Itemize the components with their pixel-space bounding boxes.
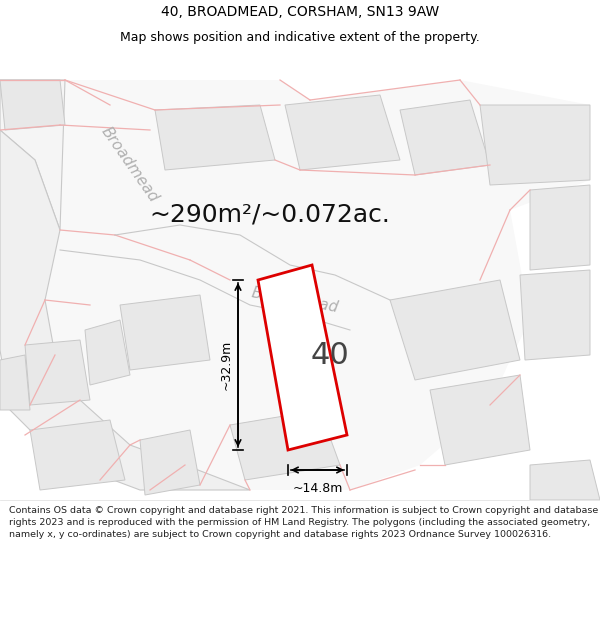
Polygon shape [120,295,210,370]
Polygon shape [0,80,65,230]
Polygon shape [0,355,30,410]
Polygon shape [285,95,400,170]
Text: Map shows position and indicative extent of the property.: Map shows position and indicative extent… [120,31,480,44]
Polygon shape [530,460,600,500]
Text: ~32.9m: ~32.9m [220,340,233,390]
Polygon shape [85,320,130,385]
Polygon shape [230,410,340,480]
Polygon shape [480,105,590,185]
Polygon shape [530,185,590,270]
Polygon shape [0,130,250,490]
Polygon shape [258,265,347,450]
Polygon shape [140,430,200,495]
Polygon shape [30,420,125,490]
Text: ~290m²/~0.072ac.: ~290m²/~0.072ac. [149,203,391,227]
Text: 40: 40 [311,341,349,369]
Text: Broadmead: Broadmead [250,285,340,315]
Polygon shape [400,100,490,175]
Polygon shape [0,80,65,130]
Polygon shape [25,340,90,405]
Polygon shape [520,270,590,360]
Polygon shape [155,105,275,170]
Polygon shape [390,280,520,380]
Text: 40, BROADMEAD, CORSHAM, SN13 9AW: 40, BROADMEAD, CORSHAM, SN13 9AW [161,6,439,19]
Polygon shape [35,80,590,490]
Polygon shape [430,375,530,465]
Text: ~14.8m: ~14.8m [292,482,343,495]
Text: Broadmead: Broadmead [98,124,161,206]
Text: Contains OS data © Crown copyright and database right 2021. This information is : Contains OS data © Crown copyright and d… [9,506,598,539]
